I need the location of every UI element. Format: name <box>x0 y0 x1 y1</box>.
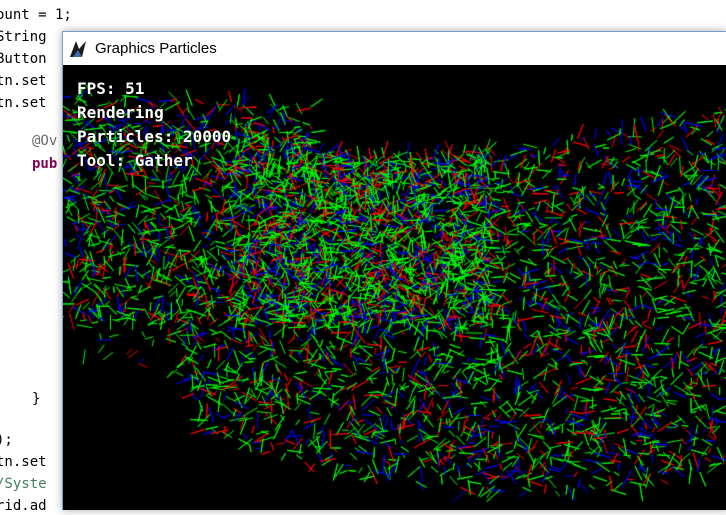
fps-readout: FPS: 51 <box>77 79 145 98</box>
code-line: ); <box>0 432 13 448</box>
code-line: /Syste <box>0 476 47 492</box>
code-line: tn.set <box>0 454 47 470</box>
tool-readout: Tool: Gather <box>77 151 193 170</box>
window-title: Graphics Particles <box>95 40 217 57</box>
code-line: @Ov <box>32 133 58 149</box>
hud-overlay: FPS: 51 Rendering Particles: 20000 Tool:… <box>77 77 231 173</box>
code-line: ount = 1; <box>0 7 72 23</box>
code-line: rid.ad <box>0 498 47 514</box>
graphics-particles-window[interactable]: Graphics Particles FPS: 51 Rendering Par… <box>62 31 726 510</box>
code-line: Button <box>0 51 47 67</box>
title-bar[interactable]: Graphics Particles <box>63 32 726 65</box>
mode-readout: Rendering <box>77 103 164 122</box>
code-line: tn.set <box>0 95 47 111</box>
render-canvas[interactable]: FPS: 51 Rendering Particles: 20000 Tool:… <box>63 65 726 510</box>
code-line: } <box>32 391 41 407</box>
code-line: pub <box>32 156 58 172</box>
particle-field[interactable] <box>63 65 726 510</box>
app-icon <box>68 38 88 59</box>
code-line: tn.set <box>0 73 47 89</box>
particle-count-readout: Particles: 20000 <box>77 127 232 146</box>
code-line: String <box>0 29 47 45</box>
